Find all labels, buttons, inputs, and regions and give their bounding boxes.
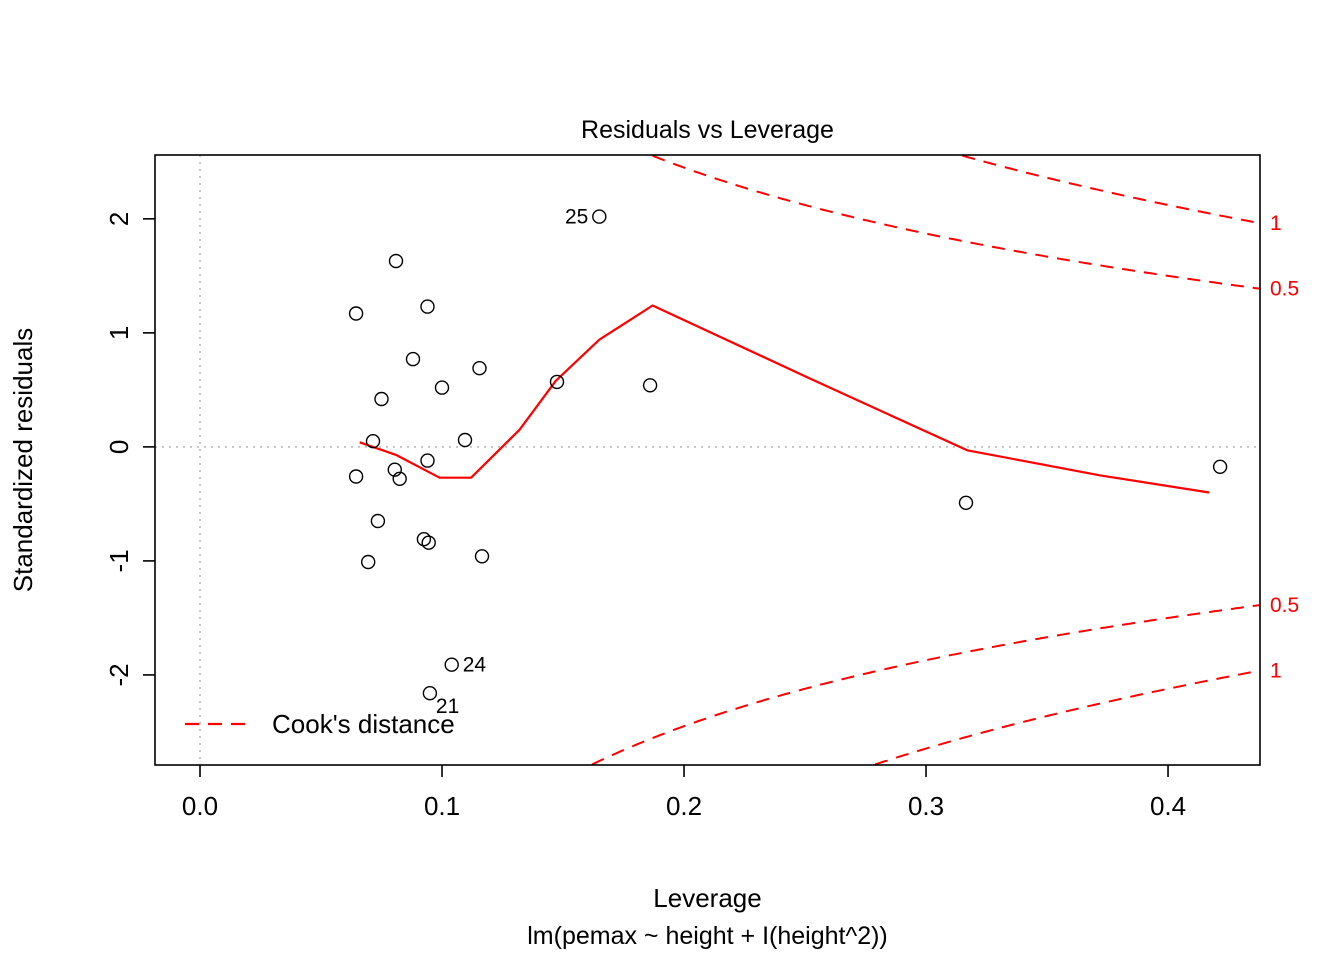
cooks-distance-contour bbox=[962, 154, 1261, 225]
data-point bbox=[457, 432, 473, 448]
chart-title: Residuals vs Leverage bbox=[581, 116, 834, 144]
x-tick-label: 0.4 bbox=[1150, 791, 1186, 821]
data-point bbox=[444, 657, 459, 672]
point-label: 21 bbox=[436, 695, 459, 718]
contour-level-label: 0.5 bbox=[1270, 594, 1299, 617]
plot-border bbox=[154, 154, 1261, 766]
cooks-distance-contour bbox=[591, 604, 1261, 766]
data-point bbox=[392, 471, 407, 486]
data-point bbox=[374, 391, 389, 407]
y-tick-label: -2 bbox=[104, 663, 134, 686]
cooks-distance-contour bbox=[652, 154, 1261, 290]
data-point bbox=[642, 378, 658, 393]
point-label: 25 bbox=[565, 206, 588, 229]
data-point bbox=[348, 469, 364, 484]
data-point bbox=[348, 306, 364, 321]
x-tick-label: 0.2 bbox=[666, 791, 702, 821]
data-point bbox=[370, 513, 386, 529]
y-tick-label: 0 bbox=[104, 440, 134, 454]
contour-level-label: 1 bbox=[1270, 660, 1282, 683]
point-label: 24 bbox=[463, 654, 487, 677]
data-point bbox=[434, 380, 450, 395]
contour-level-label: 1 bbox=[1270, 212, 1282, 235]
data-point bbox=[387, 462, 402, 477]
data-point bbox=[474, 549, 490, 564]
data-point bbox=[420, 453, 435, 468]
x-axis-label: Leverage bbox=[653, 883, 761, 913]
x-tick-label: 0.3 bbox=[908, 791, 944, 821]
data-point bbox=[361, 554, 376, 570]
data-point bbox=[365, 434, 381, 449]
cooks-distance-contour bbox=[874, 669, 1261, 766]
y-tick-label: 1 bbox=[104, 326, 134, 340]
smooth-line bbox=[359, 304, 1210, 494]
contour-level-label: 0.5 bbox=[1270, 278, 1299, 301]
y-tick-label: 2 bbox=[104, 212, 134, 226]
data-point bbox=[549, 374, 565, 390]
data-point bbox=[416, 532, 432, 547]
data-point bbox=[422, 686, 438, 701]
data-point bbox=[420, 299, 435, 314]
data-point bbox=[388, 253, 404, 269]
x-tick-label: 0.0 bbox=[182, 791, 218, 821]
x-tick-label: 0.1 bbox=[424, 791, 460, 821]
data-point bbox=[1212, 459, 1228, 474]
data-point bbox=[472, 361, 487, 376]
legend-label: Cook's distance bbox=[272, 709, 455, 739]
model-formula-label: lm(pemax ~ height + I(height^2)) bbox=[527, 922, 888, 950]
data-point bbox=[421, 535, 436, 550]
data-point bbox=[958, 495, 974, 510]
y-tick-label: -1 bbox=[104, 549, 134, 572]
data-point bbox=[592, 209, 607, 224]
y-axis-label: Standardized residuals bbox=[8, 328, 38, 593]
data-point bbox=[405, 351, 421, 367]
